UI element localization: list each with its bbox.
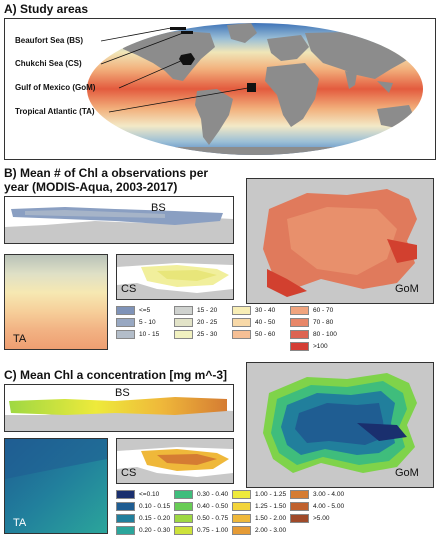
panel-c-gom-map: GoM <box>246 362 434 488</box>
legend-c-label: <=0.10 <box>139 491 160 498</box>
legend-c-label: 0.20 - 0.30 <box>139 527 171 534</box>
legend-c-label: 0.15 - 0.20 <box>139 515 171 522</box>
panel-b-bs-map: BS <box>4 196 234 244</box>
legend-c-swatch <box>116 490 135 499</box>
legend-c-label: 1.25 - 1.50 <box>255 503 287 510</box>
legend-c-swatch <box>174 490 193 499</box>
legend-c-swatch <box>116 502 135 511</box>
legend-c-swatch <box>232 526 251 535</box>
legend-b-swatch <box>290 342 309 351</box>
legend-c-swatch <box>174 502 193 511</box>
legend-b-swatch <box>174 330 193 339</box>
legend-b-label: 80 - 100 <box>313 331 337 338</box>
label-chukchi-sea: Chukchi Sea (CS) <box>15 59 82 68</box>
legend-b-label: 25 - 30 <box>197 331 218 338</box>
gom-leader <box>118 59 184 89</box>
legend-c-swatch <box>174 514 193 523</box>
legend-c-label: 0.40 - 0.50 <box>197 503 229 510</box>
legend-c-swatch <box>116 514 135 523</box>
cs-leader <box>100 32 184 65</box>
panel-c-cs-map: CS <box>116 438 234 484</box>
legend-b-swatch <box>232 306 251 315</box>
legend-c-swatch <box>290 514 309 523</box>
bs-marker <box>170 27 186 30</box>
panel-b-bs-label: BS <box>151 202 166 214</box>
legend-b-label: 40 - 50 <box>255 319 276 326</box>
label-tropical-atlantic: Tropical Atlantic (TA) <box>15 107 95 116</box>
legend-b-label: 20 - 25 <box>197 319 218 326</box>
legend-c-label: 1.50 - 2.00 <box>255 515 287 522</box>
panel-c-ta-map: TA <box>4 438 108 534</box>
panel-b-legend: <=5 5 - 10 10 - 15 15 - 20 20 - 25 25 - … <box>116 306 434 352</box>
panel-b-cs-label: CS <box>121 283 137 295</box>
legend-b-label: 60 - 70 <box>313 307 334 314</box>
legend-c-swatch <box>232 502 251 511</box>
panel-b-title-line2: year (MODIS-Aqua, 2003-2017) <box>4 180 178 194</box>
ta-leader <box>108 87 249 113</box>
legend-c-label: 3.00 - 4.00 <box>313 491 345 498</box>
legend-b-label: >100 <box>313 343 328 350</box>
legend-b-swatch <box>232 330 251 339</box>
panel-b-title-line1: B) Mean # of Chl a observations per <box>4 166 209 180</box>
panel-a-frame: Beaufort Sea (BS) Chukchi Sea (CS) Gulf … <box>4 18 436 160</box>
legend-b-label: 15 - 20 <box>197 307 218 314</box>
legend-c-label: 0.10 - 0.15 <box>139 503 171 510</box>
legend-b-label: 50 - 60 <box>255 331 276 338</box>
panel-c-legend: <=0.10 0.10 - 0.15 0.15 - 0.20 0.20 - 0.… <box>116 490 434 548</box>
legend-b-swatch <box>290 318 309 327</box>
legend-c-label: >5.00 <box>313 515 330 522</box>
panel-b-gom-label: GoM <box>395 283 419 295</box>
cs-marker <box>181 31 193 34</box>
panel-b-gom-map: GoM <box>246 178 434 304</box>
legend-b-label: 10 - 15 <box>139 331 160 338</box>
gom-marker <box>179 53 195 65</box>
legend-c-swatch <box>290 490 309 499</box>
panel-c-title: C) Mean Chl a concentration [mg m^-3] <box>4 368 228 382</box>
legend-c-label: 0.75 - 1.00 <box>197 527 229 534</box>
legend-b-label: 70 - 80 <box>313 319 334 326</box>
legend-c-label: 0.50 - 0.75 <box>197 515 229 522</box>
panel-c-ta-label: TA <box>13 517 27 529</box>
panel-c-bs-map: BS <box>4 384 234 432</box>
panel-c-bs-label: BS <box>115 387 130 399</box>
legend-c-label: 0.30 - 0.40 <box>197 491 229 498</box>
legend-c-swatch <box>232 490 251 499</box>
legend-c-label: 2.00 - 3.00 <box>255 527 287 534</box>
panel-b-ta-label: TA <box>13 333 27 345</box>
ta-marker <box>247 83 256 92</box>
panel-a-title: A) Study areas <box>4 2 89 16</box>
legend-c-swatch <box>232 514 251 523</box>
panel-b-ta-map: TA <box>4 254 108 350</box>
world-map <box>87 23 423 155</box>
legend-b-swatch <box>290 330 309 339</box>
panel-c-gom-label: GoM <box>395 467 419 479</box>
label-gulf-of-mexico: Gulf of Mexico (GoM) <box>15 83 96 92</box>
legend-b-label: <=5 <box>139 307 151 314</box>
legend-b-swatch <box>290 306 309 315</box>
legend-c-swatch <box>174 526 193 535</box>
legend-c-swatch <box>290 502 309 511</box>
legend-b-swatch <box>116 318 135 327</box>
legend-c-label: 1.00 - 1.25 <box>255 491 287 498</box>
bs-leader <box>100 27 172 42</box>
panel-b-cs-map: CS <box>116 254 234 300</box>
panel-c-cs-label: CS <box>121 467 137 479</box>
legend-b-label: 5 - 10 <box>139 319 156 326</box>
legend-b-swatch <box>116 306 135 315</box>
legend-b-swatch <box>174 318 193 327</box>
legend-b-swatch <box>232 318 251 327</box>
legend-b-label: 30 - 40 <box>255 307 276 314</box>
label-beaufort-sea: Beaufort Sea (BS) <box>15 36 84 45</box>
legend-c-label: 4.00 - 5.00 <box>313 503 345 510</box>
legend-b-swatch <box>174 306 193 315</box>
legend-b-swatch <box>116 330 135 339</box>
legend-c-swatch <box>116 526 135 535</box>
